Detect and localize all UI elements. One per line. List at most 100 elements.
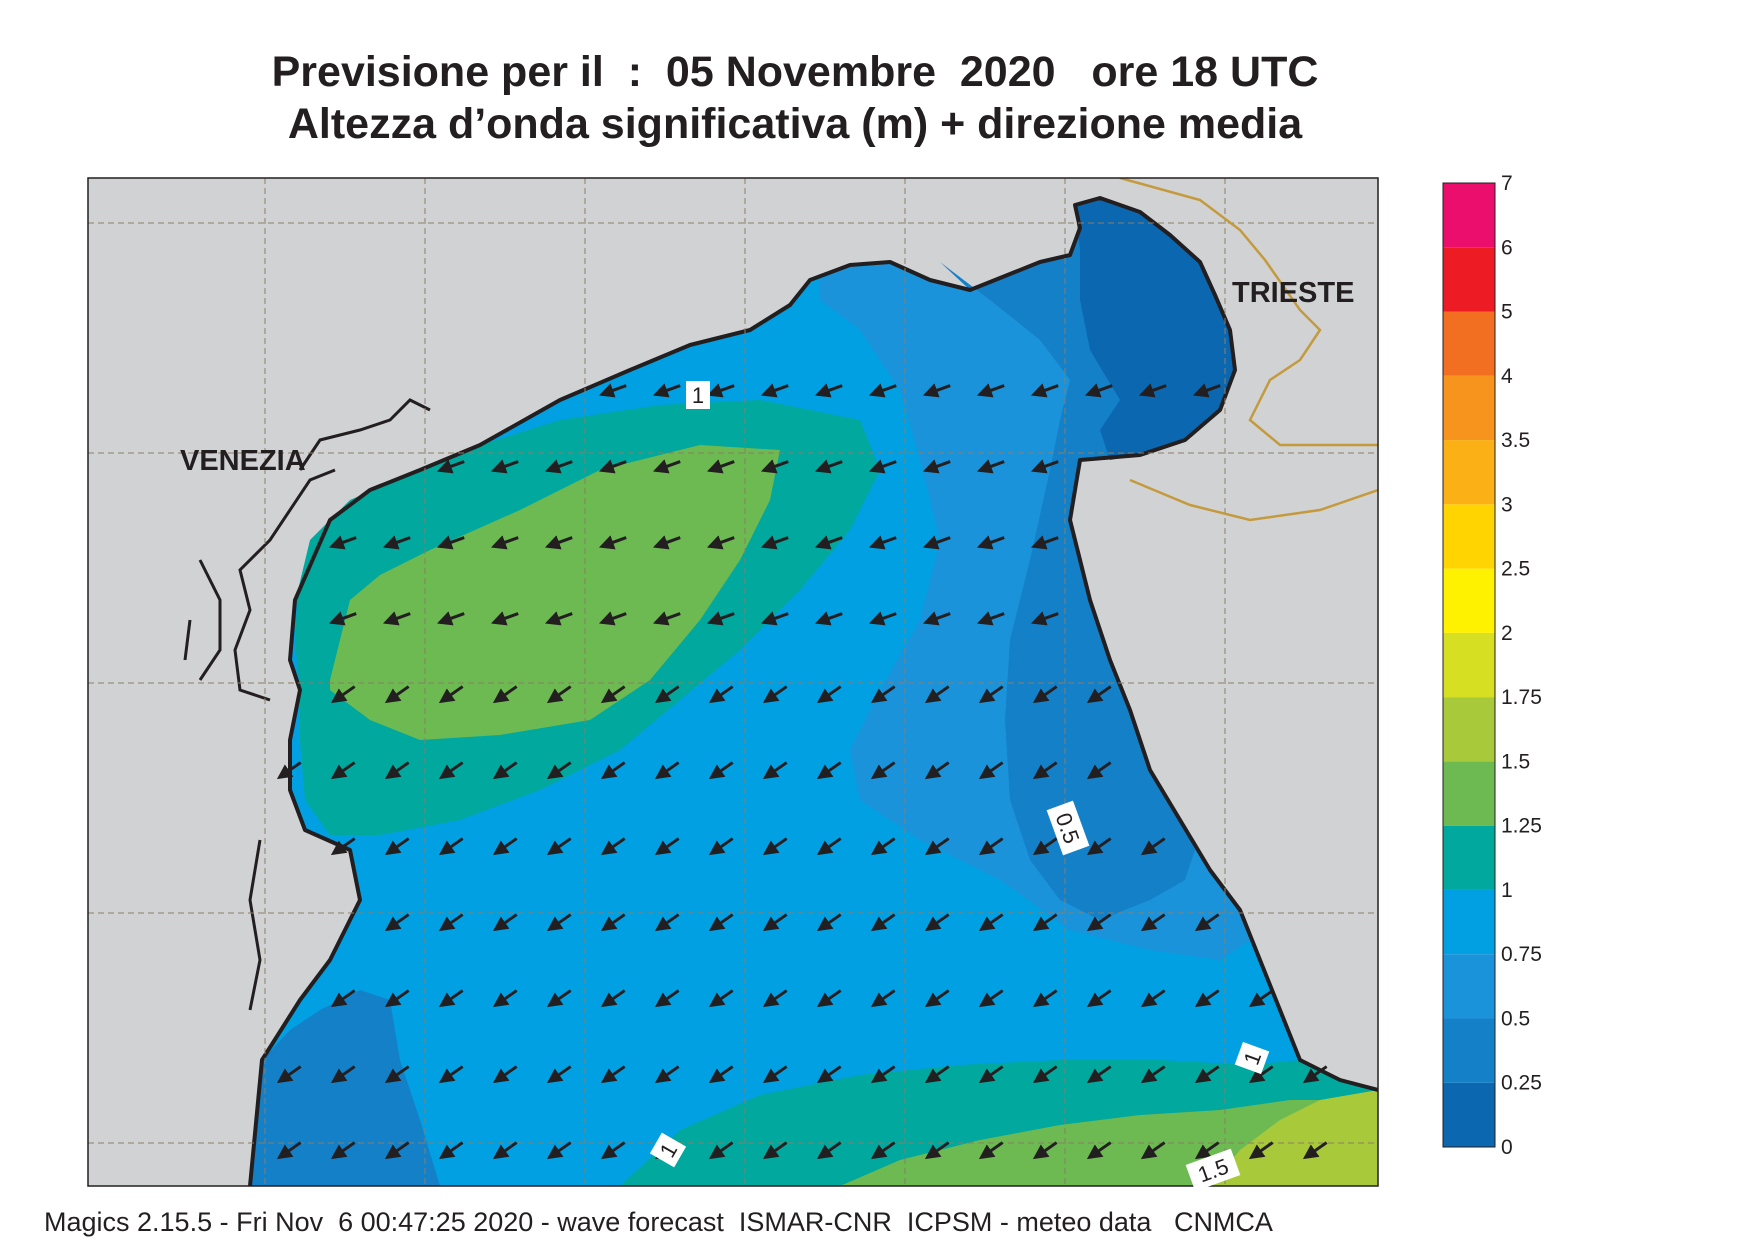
national-border (1119, 178, 1378, 522)
direction-arrow (708, 989, 734, 1008)
direction-arrow (544, 459, 573, 474)
direction-arrow (438, 1141, 464, 1160)
direction-arrow (1030, 459, 1059, 474)
direction-arrow (978, 761, 1004, 780)
direction-arrows (276, 383, 1328, 1160)
direction-arrow (708, 837, 734, 856)
direction-arrow (924, 989, 950, 1008)
direction-arrow (598, 383, 627, 398)
direction-arrow (706, 383, 735, 398)
direction-arrow (276, 1065, 302, 1084)
legend-swatch (1443, 247, 1495, 312)
direction-arrow (1086, 685, 1112, 704)
direction-arrow (870, 837, 896, 856)
direction-arrow (976, 383, 1005, 398)
direction-arrow (816, 989, 842, 1008)
direction-arrow (708, 761, 734, 780)
direction-arrow (330, 1141, 356, 1160)
direction-arrow (924, 837, 950, 856)
direction-arrow (546, 761, 572, 780)
legend-swatch (1443, 761, 1495, 826)
direction-arrow (654, 837, 680, 856)
direction-arrow (762, 989, 788, 1008)
direction-arrow (546, 837, 572, 856)
city-label-trieste: TRIESTE (1232, 277, 1354, 309)
direction-arrow (600, 837, 626, 856)
direction-arrow (1030, 383, 1059, 398)
direction-arrow (762, 685, 788, 704)
direction-arrow (762, 1141, 788, 1160)
band-1.25-1.5-west (330, 445, 780, 740)
direction-arrow (384, 913, 410, 932)
direction-arrow (1084, 383, 1113, 398)
coastline (248, 196, 1378, 1186)
legend-swatch (1443, 889, 1495, 955)
direction-arrow (492, 1065, 518, 1084)
direction-arrow (924, 1141, 950, 1160)
direction-arrow (814, 383, 843, 398)
direction-arrow (328, 535, 357, 550)
direction-arrow (1140, 913, 1166, 932)
direction-arrow (1194, 913, 1220, 932)
direction-arrow (870, 1141, 896, 1160)
direction-arrow (1032, 685, 1058, 704)
map-area (88, 178, 1378, 1186)
direction-arrow (330, 989, 356, 1008)
direction-arrow (978, 1141, 1004, 1160)
legend-label: 1 (1501, 879, 1513, 902)
direction-arrow (438, 685, 464, 704)
city-label-venezia: VENEZIA (180, 445, 306, 477)
legend-swatch (1443, 1018, 1495, 1083)
direction-arrow (330, 1065, 356, 1084)
direction-arrow (762, 761, 788, 780)
direction-arrow (1032, 761, 1058, 780)
direction-arrow (598, 459, 627, 474)
direction-arrow (544, 535, 573, 550)
map-frame (87, 177, 1379, 1187)
direction-arrow (1138, 383, 1167, 398)
direction-arrow (870, 685, 896, 704)
band-1.5-1.75-south (1210, 1090, 1378, 1186)
direction-arrow (1030, 611, 1059, 626)
direction-arrow (438, 989, 464, 1008)
legend-label: 1.75 (1501, 686, 1542, 709)
direction-arrow (816, 685, 842, 704)
direction-arrow (438, 1065, 464, 1084)
direction-arrow (762, 913, 788, 932)
legend-label: 7 (1501, 172, 1513, 195)
direction-arrow (976, 459, 1005, 474)
direction-arrow (546, 1065, 572, 1084)
direction-arrow (1302, 1065, 1328, 1084)
legend-swatch (1443, 825, 1495, 890)
legend-swatch (1443, 697, 1495, 762)
legend-swatch (1443, 311, 1495, 376)
direction-arrow (706, 535, 735, 550)
legend-label: 0.5 (1501, 1007, 1530, 1030)
direction-arrow (490, 611, 519, 626)
direction-arrow (600, 1065, 626, 1084)
legend-swatch (1443, 1082, 1495, 1147)
direction-arrow (1140, 1141, 1166, 1160)
direction-arrow (814, 535, 843, 550)
legend-label: 2.5 (1501, 558, 1530, 581)
direction-arrow (762, 837, 788, 856)
direction-arrow (490, 535, 519, 550)
direction-arrow (384, 1065, 410, 1084)
direction-arrow (1032, 989, 1058, 1008)
direction-arrow (1086, 913, 1112, 932)
legend-label: 4 (1501, 365, 1513, 388)
direction-arrow (708, 1141, 734, 1160)
direction-arrow (814, 611, 843, 626)
direction-arrow (382, 535, 411, 550)
direction-arrow (384, 761, 410, 780)
direction-arrow (922, 535, 951, 550)
contour-label-1-east: 1 (1234, 1041, 1270, 1075)
direction-arrow (330, 761, 356, 780)
direction-arrow (1140, 837, 1166, 856)
direction-arrow (1086, 837, 1112, 856)
direction-arrow (816, 837, 842, 856)
direction-arrow (870, 913, 896, 932)
legend-label: 0.75 (1501, 943, 1542, 966)
direction-arrow (384, 989, 410, 1008)
